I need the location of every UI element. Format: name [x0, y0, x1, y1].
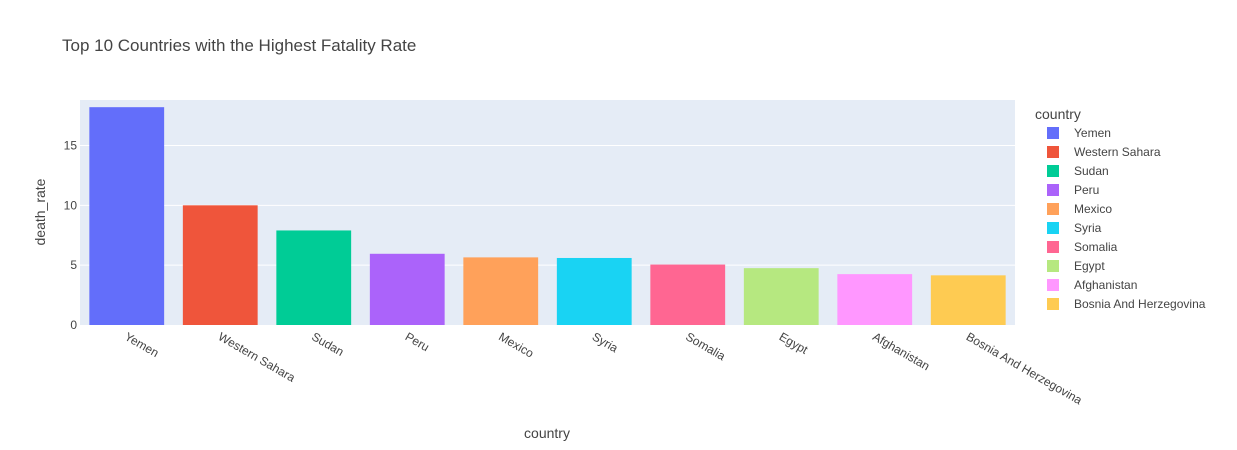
legend-item-label[interactable]: Somalia [1074, 240, 1118, 254]
legend-swatch[interactable] [1047, 127, 1059, 139]
x-tick-label: Mexico [496, 329, 536, 360]
legend-swatch[interactable] [1047, 260, 1059, 272]
x-axis-ticks: Yemen Western Sahara Sudan Peru Mexico Syria S… [122, 329, 1085, 407]
bar[interactable] [837, 274, 913, 325]
bar[interactable] [556, 257, 632, 325]
legend-item-label[interactable]: Western Sahara [1074, 145, 1161, 159]
legend-item-label[interactable]: Egypt [1074, 259, 1105, 273]
legend-swatch[interactable] [1047, 203, 1059, 215]
legend-item-label[interactable]: Bosnia And Herzegovina [1074, 297, 1206, 311]
x-tick-label: Somalia [683, 329, 728, 363]
y-axis-title: death_rate [32, 178, 48, 245]
y-axis-ticks: 0 5 10 15 [64, 138, 78, 332]
legend: country Yemen Western Sahara Sudan Peru Mexi… [1035, 106, 1206, 311]
chart-title: Top 10 Countries with the Highest Fatali… [62, 36, 416, 55]
legend-swatch[interactable] [1047, 222, 1059, 234]
y-tick-label: 15 [64, 138, 78, 152]
legend-item-label[interactable]: Mexico [1074, 202, 1112, 216]
legend-swatch[interactable] [1047, 298, 1059, 310]
x-tick-label: Syria [590, 329, 621, 355]
bar[interactable] [743, 268, 819, 325]
legend-swatch[interactable] [1047, 184, 1059, 196]
y-tick-label: 0 [70, 318, 77, 332]
x-tick-label: Egypt [777, 329, 811, 357]
x-tick-label: Peru [403, 329, 432, 354]
legend-swatch[interactable] [1047, 279, 1059, 291]
bar[interactable] [276, 230, 352, 325]
legend-swatch[interactable] [1047, 241, 1059, 253]
bar[interactable] [463, 257, 539, 325]
x-tick-label: Afghanistan [870, 329, 932, 373]
x-tick-label: Sudan [309, 329, 346, 358]
legend-title: country [1035, 106, 1081, 122]
x-tick-label: Western Sahara [216, 329, 298, 385]
x-tick-label: Bosnia And Herzegovina [964, 329, 1085, 407]
legend-swatch[interactable] [1047, 165, 1059, 177]
bars [89, 107, 1006, 326]
bar[interactable] [182, 205, 258, 325]
legend-swatch[interactable] [1047, 146, 1059, 158]
legend-item-label[interactable]: Sudan [1074, 164, 1109, 178]
bar[interactable] [89, 107, 165, 326]
x-axis-title: country [524, 425, 570, 441]
y-tick-label: 5 [70, 258, 77, 272]
legend-item-label[interactable]: Peru [1074, 183, 1099, 197]
bar[interactable] [930, 275, 1006, 325]
bar[interactable] [369, 253, 445, 325]
bar[interactable] [650, 264, 726, 325]
legend-item-label[interactable]: Yemen [1074, 126, 1111, 140]
legend-item-label[interactable]: Afghanistan [1074, 278, 1137, 292]
y-tick-label: 10 [64, 198, 78, 212]
legend-item-label[interactable]: Syria [1074, 221, 1102, 235]
x-tick-label: Yemen [122, 329, 161, 360]
